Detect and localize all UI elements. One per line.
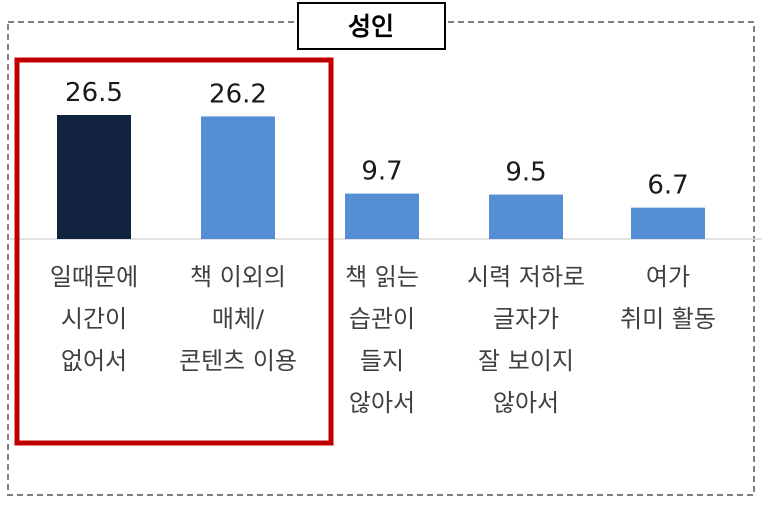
bar-3 [489,194,563,239]
chart-title: 성인 [348,12,394,41]
category-label-1-line-1: 매체/ [212,305,265,333]
category-label-2-line-1: 습관이 [349,305,415,333]
value-label-0: 26.5 [65,78,123,108]
category-label-1-line-0: 책 이외의 [190,263,286,291]
category-label-1-line-2: 콘텐츠 이용 [179,347,297,375]
category-label-4-line-0: 여가 [646,263,690,291]
category-label-2-line-3: 않아서 [349,389,415,417]
bar-4 [631,207,705,239]
value-labels-layer: 26.5 26.2 9.7 9.5 6.7 [65,78,689,201]
category-label-0-line-1: 시간이 [61,305,127,333]
value-label-3: 9.5 [505,158,546,188]
title-box [297,2,446,50]
highlight-box [14,57,334,446]
category-label-0-line-2: 없어서 [61,347,127,375]
bars-layer [57,115,705,239]
bar-1 [201,116,275,239]
category-label-0-line-0: 일때문에 [50,263,138,291]
bar-2 [345,193,419,239]
category-label-4-line-1: 취미 활동 [620,305,716,333]
value-label-1: 26.2 [209,79,267,109]
category-label-2-line-0: 책 읽는 [345,263,419,291]
category-label-3-line-0: 시력 저하로 [467,263,585,291]
category-label-3-line-3: 않아서 [493,389,559,417]
bar-0 [57,115,131,239]
value-label-4: 6.7 [647,171,688,201]
value-label-2: 9.7 [361,157,402,187]
category-label-3-line-2: 잘 보이지 [478,347,574,375]
category-label-3-line-1: 글자가 [493,305,559,333]
category-label-2-line-2: 들지 [360,347,404,375]
